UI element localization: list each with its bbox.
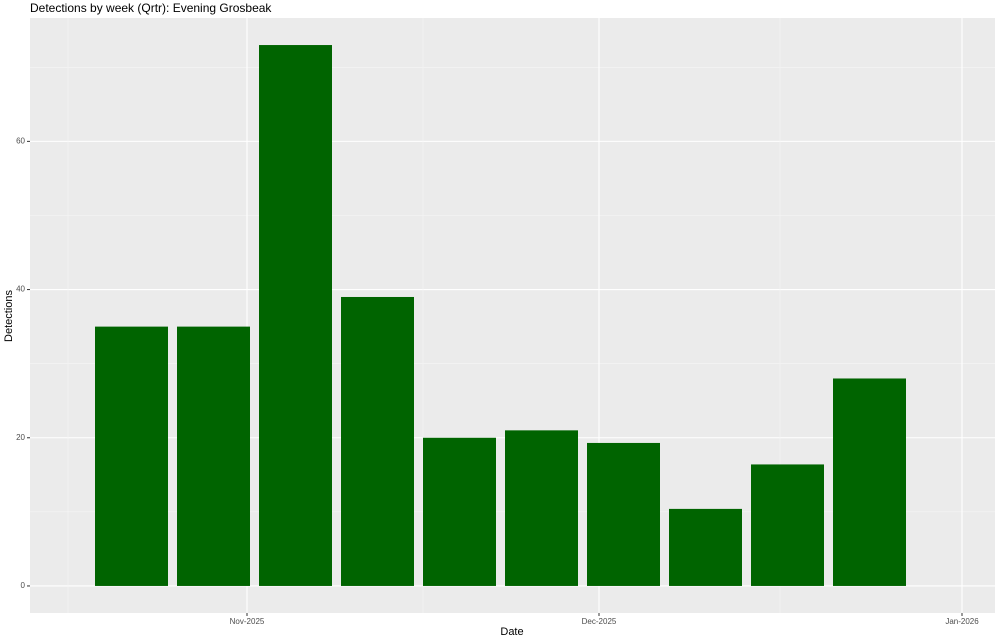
bar — [587, 442, 660, 586]
x-axis-label: Date — [500, 626, 523, 638]
y-tick-label: 20 — [16, 433, 25, 442]
marks — [95, 45, 906, 586]
bar — [505, 430, 578, 586]
bar — [177, 326, 250, 586]
chart-title: Detections by week (Qrtr): Evening Grosb… — [30, 1, 272, 15]
y-tick-label: 0 — [21, 581, 26, 590]
x-tick-label: Jan-2026 — [945, 617, 979, 626]
y-axis-label: Detections — [3, 290, 15, 342]
bar — [669, 508, 742, 586]
bar — [259, 45, 332, 586]
bar — [751, 464, 824, 586]
y-tick-label: 40 — [16, 285, 25, 294]
x-tick-label: Dec-2025 — [582, 617, 617, 626]
x-tick-label: Nov-2025 — [230, 617, 265, 626]
y-tick-label: 60 — [16, 136, 25, 145]
bar — [833, 378, 906, 586]
bar — [341, 296, 414, 586]
bar — [423, 437, 496, 586]
bar — [95, 326, 168, 586]
